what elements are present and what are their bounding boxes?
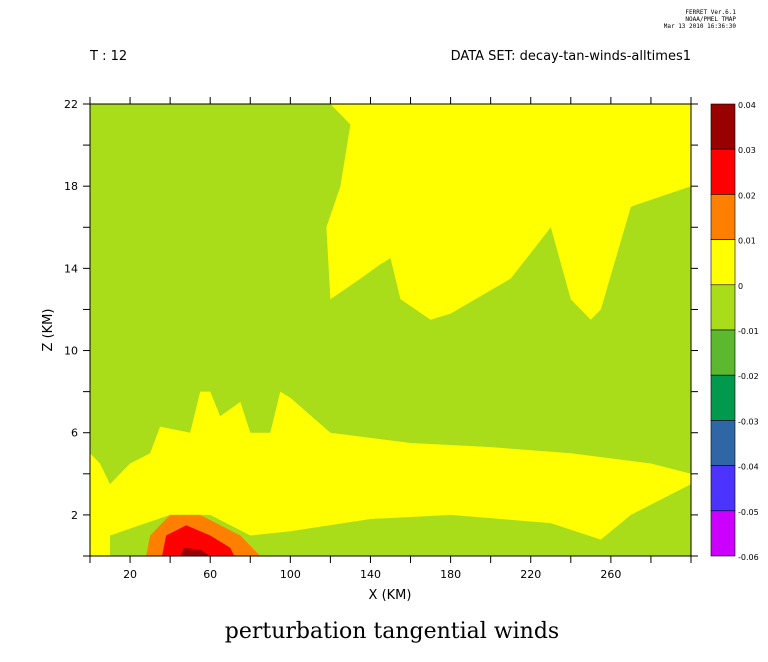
y-tick-label: 6: [71, 427, 78, 440]
colorbar-swatch: [710, 194, 736, 240]
colorbar-swatch: [710, 103, 736, 150]
plot-frame: [89, 103, 692, 557]
colorbar-swatch: [710, 510, 736, 557]
y-tick-label: 22: [64, 98, 78, 111]
colorbar-label: 0.04: [738, 101, 756, 110]
contour-region: [310, 104, 691, 320]
y-tick-label: 2: [71, 509, 78, 522]
timestamp-label: Mar 13 2010 16:36:30: [664, 23, 737, 30]
contour-region: [90, 391, 691, 556]
colorbar-swatch: [710, 329, 736, 376]
x-axis-ticks: 20 60 100 140 180 220 260: [89, 97, 692, 581]
colorbar-swatch: [710, 465, 736, 512]
x-tick-label: 180: [440, 568, 461, 581]
org-label: NOAA/PMEL TMAP: [685, 16, 736, 23]
colorbar-swatch: [710, 420, 736, 466]
dataset-label: DATA SET: decay-tan-winds-alltimes1: [451, 49, 691, 64]
colorbar-label: 0.02: [738, 191, 756, 200]
contour-region: [180, 547, 211, 556]
y-tick-label: 18: [64, 180, 78, 193]
colorbar-label: 0: [738, 282, 743, 291]
y-tick-label: 14: [64, 262, 78, 275]
y-axis-label: Z (KM): [41, 309, 56, 352]
colorbar: 0.04 0.03 0.02 0.01 0 -0.01 -0.02 -0.03 -0.04 -0.…: [710, 101, 759, 562]
x-axis-label: X (KM): [369, 588, 412, 603]
colorbar-swatch: [710, 239, 736, 286]
colorbar-label: -0.06: [738, 553, 759, 562]
colorbar-label: -0.02: [738, 372, 759, 381]
colorbar-label: -0.03: [738, 417, 759, 426]
y-tick-label: 10: [64, 345, 78, 358]
x-tick-label: 100: [280, 568, 301, 581]
chart-title: perturbation tangential winds: [225, 619, 559, 644]
x-tick-label: 140: [360, 568, 381, 581]
colorbar-swatch: [710, 374, 736, 421]
x-tick-label: 20: [123, 568, 137, 581]
x-tick-label: 260: [600, 568, 621, 581]
colorbar-label: -0.05: [738, 508, 759, 517]
x-tick-label: 60: [203, 568, 217, 581]
colorbar-label: -0.04: [738, 463, 759, 472]
contour-region: [162, 525, 235, 556]
plot-area: 20 60 100 140 180 220 260 2 6 10 14 18 22: [64, 97, 698, 581]
contour-regions: [90, 104, 691, 556]
colorbar-label: 0.01: [738, 237, 756, 246]
colorbar-swatch: [710, 148, 736, 195]
x-tick-label: 220: [520, 568, 541, 581]
colorbar-swatch: [710, 284, 736, 331]
time-label: T : 12: [89, 49, 127, 64]
y-axis-ticks: 2 6 10 14 18 22: [64, 98, 698, 557]
colorbar-label: -0.01: [738, 327, 759, 336]
software-label: FERRET Ver.6.1: [685, 9, 736, 16]
colorbar-label: 0.03: [738, 146, 756, 155]
